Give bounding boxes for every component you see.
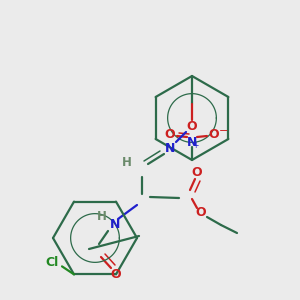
Text: H: H	[97, 211, 107, 224]
Text: O: O	[187, 119, 197, 133]
Text: O: O	[196, 206, 206, 220]
Text: O: O	[209, 128, 219, 140]
Text: N: N	[165, 142, 175, 154]
Text: O: O	[111, 268, 121, 281]
Text: O: O	[192, 167, 202, 179]
Text: −: −	[219, 126, 229, 136]
Text: H: H	[122, 155, 132, 169]
Text: O: O	[165, 128, 175, 140]
Text: N: N	[187, 136, 197, 148]
Text: +: +	[193, 141, 199, 150]
Text: Cl: Cl	[45, 256, 58, 269]
Text: N: N	[110, 218, 120, 230]
